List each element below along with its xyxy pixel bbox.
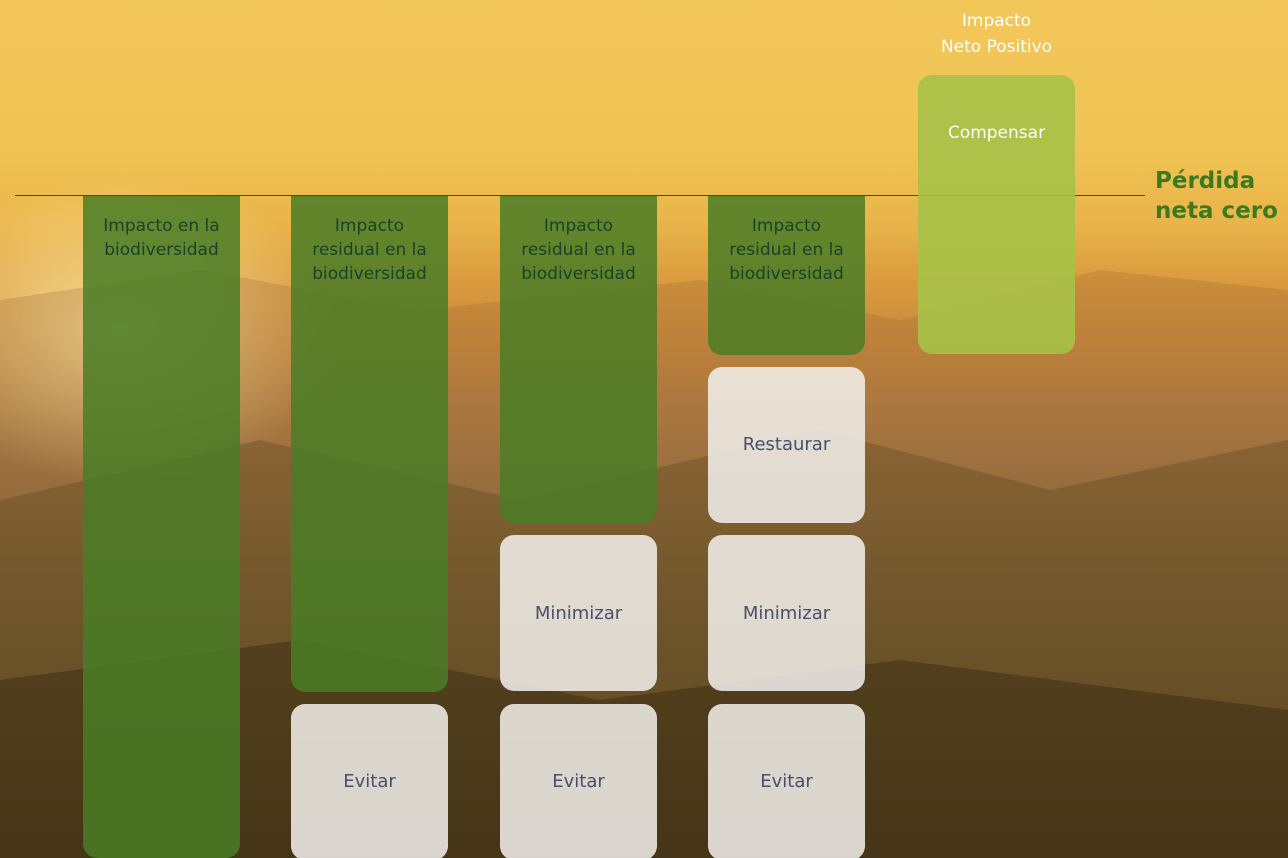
impact-bar: Impacto residual en la biodiversidad (708, 196, 865, 355)
action-box: Minimizar (708, 535, 865, 691)
positive-label: Impacto Neto Positivo (940, 11, 1053, 57)
impact-bar: Impacto residual en la biodiversidad (500, 196, 657, 523)
action-box: Evitar (500, 703, 657, 858)
impact-bar: Impacto residual en la biodiversidad (291, 196, 448, 692)
threshold-line (15, 195, 1145, 196)
action-box: Evitar (708, 703, 865, 858)
action-box: Evitar (291, 703, 448, 858)
action-box: Minimizar (500, 535, 657, 691)
action-box: Restaurar (708, 366, 865, 523)
threshold-label: Pérdida neta cero (1155, 168, 1278, 224)
offset-box: Compensar (918, 75, 1075, 354)
impact-bar: Impacto en la biodiversidad (83, 196, 240, 858)
